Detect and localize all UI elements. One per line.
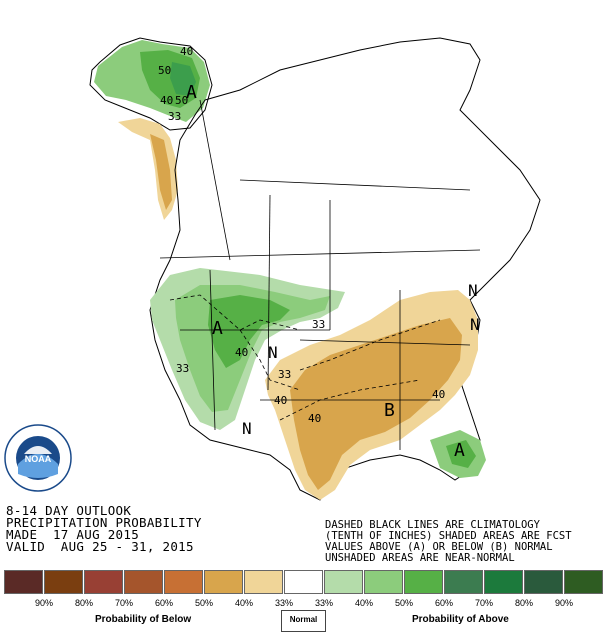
legend-swatch <box>404 570 443 594</box>
west-above-50 <box>208 295 290 368</box>
label-central-N2: N <box>242 419 252 438</box>
legend-swatch <box>164 570 203 594</box>
legend-label: 60% <box>434 598 453 608</box>
legend-color-bar <box>4 570 604 594</box>
label-alaska-50a: 50 <box>158 64 171 77</box>
label-central-33: 33 <box>278 368 291 381</box>
legend-label: 90% <box>34 598 53 608</box>
outlook-title: 8-14 DAY OUTLOOK PRECIPITATION PROBABILI… <box>6 503 202 554</box>
alaska-above-60 <box>170 62 196 96</box>
east-below-40 <box>290 318 462 490</box>
precipitation-outlook-map: A 40 50 40 50 33 A 40 33 33 N N 33 40 40… <box>89 37 541 501</box>
legend-label: 40% <box>234 598 253 608</box>
legend-swatch <box>444 570 483 594</box>
legend-swatch <box>324 570 363 594</box>
legend-swatch <box>284 570 323 594</box>
legend-above-label: Probability of Above <box>412 614 509 625</box>
legend-swatch <box>564 570 603 594</box>
label-central-40a: 40 <box>274 394 287 407</box>
label-alaska-33: 33 <box>168 110 181 123</box>
legend-swatch <box>364 570 403 594</box>
legend-label: 70% <box>474 598 493 608</box>
noaa-logo: NOAA <box>4 424 72 492</box>
legend-below-label: Probability of Below <box>95 614 192 625</box>
label-east-40: 40 <box>432 388 445 401</box>
legend-swatch <box>4 570 43 594</box>
note-line3: VALUES ABOVE (A) OR BELOW (B) NORMAL <box>325 541 553 553</box>
legend-labels: 90% 80% 70% 60% 50% 40% 33% 33% 40% 50% 60% 70% 80% 9… <box>4 598 584 608</box>
continent-outline <box>149 37 541 501</box>
label-alaska-A: A <box>186 82 197 103</box>
legend-label: 40% <box>354 598 373 608</box>
title-line2: PRECIPITATION PROBABILITY <box>6 515 202 530</box>
climatology-lines <box>169 294 441 421</box>
label-central-N1: N <box>268 343 278 362</box>
label-alaska-40a: 40 <box>180 45 193 58</box>
legend-swatch <box>524 570 563 594</box>
legend-swatch <box>484 570 523 594</box>
alaska-panhandle-below-40 <box>150 134 172 210</box>
title-line4: VALID AUG 25 - 31, 2015 <box>6 539 194 554</box>
note-line4: UNSHADED AREAS ARE NEAR-NORMAL <box>325 552 515 564</box>
alaska-outline <box>89 37 213 131</box>
label-florida-A: A <box>454 440 465 461</box>
florida-above-50 <box>446 440 476 468</box>
legend-label: 70% <box>114 598 133 608</box>
legend-label: 80% <box>74 598 93 608</box>
title-line1: 8-14 DAY OUTLOOK <box>6 503 132 518</box>
label-north-33: 33 <box>312 318 325 331</box>
label-east-N2: N <box>470 315 480 334</box>
title-line3: MADE 17 AUG 2015 <box>6 527 140 542</box>
legend-label: 50% <box>194 598 213 608</box>
legend-label: 33% <box>314 598 333 608</box>
boundaries <box>159 99 481 450</box>
legend-label: 90% <box>554 598 573 608</box>
note-line1: DASHED BLACK LINES ARE CLIMATOLOGY <box>325 519 540 531</box>
legend-label: 33% <box>274 598 293 608</box>
legend-normal-label: Normal <box>281 610 326 632</box>
label-alaska-50b: 50 <box>175 94 188 107</box>
label-alaska-40b: 40 <box>160 94 173 107</box>
legend-swatch <box>204 570 243 594</box>
label-east-B: B <box>384 400 395 421</box>
label-west-40: 40 <box>235 346 248 359</box>
legend-swatch <box>124 570 163 594</box>
legend-label: 50% <box>394 598 413 608</box>
noaa-logo-text: NOAA <box>25 454 52 464</box>
label-east-N1: N <box>468 281 478 300</box>
note-line2: (TENTH OF INCHES) SHADED AREAS ARE FCST <box>325 530 572 542</box>
label-west-33: 33 <box>176 362 189 375</box>
legend-label: 80% <box>514 598 533 608</box>
legend-swatch <box>44 570 83 594</box>
label-central-40b: 40 <box>308 412 321 425</box>
label-west-A: A <box>212 318 223 339</box>
legend-notes: DASHED BLACK LINES ARE CLIMATOLOGY (TENT… <box>325 520 572 564</box>
legend-label: 60% <box>154 598 173 608</box>
legend-swatch <box>244 570 283 594</box>
legend-swatch <box>84 570 123 594</box>
